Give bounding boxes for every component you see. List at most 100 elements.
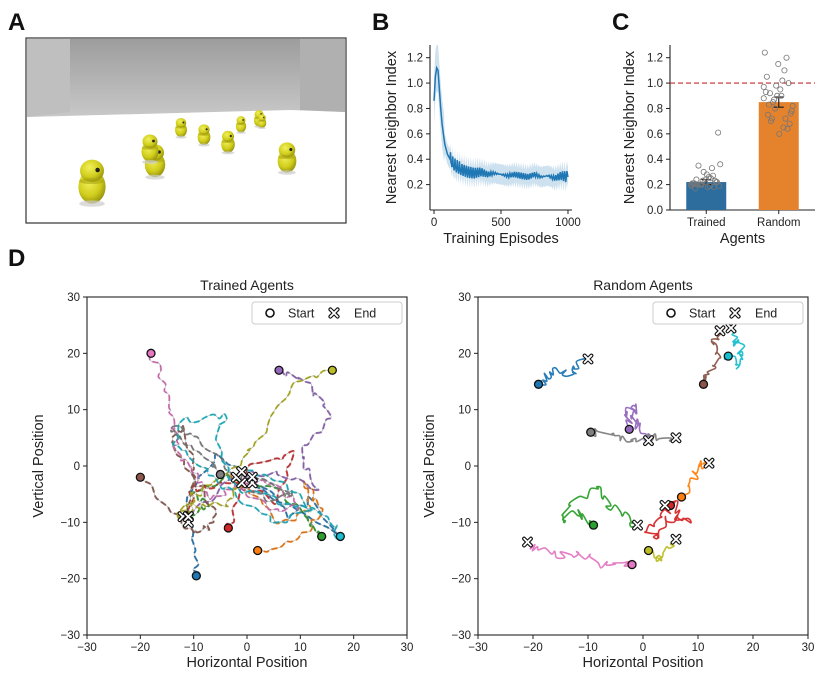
y-tick-label: 0.8 (647, 103, 663, 115)
end-marker-core (671, 534, 681, 544)
data-point (782, 115, 789, 122)
y-tick-label: 0.6 (407, 129, 423, 141)
panel-b-axes: 0 500 1000 0.2 0.4 0.6 0.8 1.0 1.2 (407, 45, 581, 229)
x-tick-label: −30 (77, 642, 97, 654)
trajectory-agent-10 (723, 327, 746, 370)
trajectory-agent-7 (527, 541, 631, 569)
data-point (785, 80, 792, 87)
data-point (701, 179, 708, 186)
data-point (703, 171, 710, 178)
y-tick-label: −30 (451, 630, 471, 642)
start-marker (253, 545, 263, 556)
x-tick-label: 1000 (555, 217, 581, 229)
panel-d-trained-legend: Start End (251, 301, 403, 325)
path-line (527, 541, 631, 569)
start-marker (223, 523, 233, 533)
start-marker (327, 365, 337, 375)
data-point (708, 165, 715, 172)
x-tick-label: Trained (687, 217, 726, 229)
trajectory-agent-2 (677, 460, 710, 500)
panel-b-line (433, 65, 569, 183)
data-point (688, 181, 695, 188)
data-point (772, 105, 779, 112)
x-tick-label: Random (757, 217, 800, 229)
panel-c-points (688, 49, 796, 192)
scene-agent (235, 116, 247, 134)
y-tick-label: 10 (458, 405, 471, 417)
path-trace (172, 413, 338, 540)
panel-d-trained-trajectories (135, 348, 345, 581)
legend-start-marker (265, 308, 275, 318)
x-tick-label: 20 (347, 642, 360, 654)
y-tick-label: 0.2 (647, 180, 663, 192)
end-marker-core (660, 501, 670, 510)
end-marker-core (704, 458, 714, 468)
start-marker (588, 520, 599, 530)
y-tick-label: 0.4 (407, 154, 424, 166)
y-tick-label: −20 (60, 574, 80, 586)
trajectory-agent-9 (648, 538, 677, 563)
path-line (677, 460, 710, 500)
trajectory-agent-10 (171, 412, 338, 540)
data-point (778, 92, 785, 99)
panel-d-random-ylabel: Vertical Position (422, 414, 438, 517)
y-tick-label: 0.8 (407, 103, 423, 115)
scene-agent (197, 124, 211, 147)
path-line (590, 427, 677, 443)
path-trace (137, 425, 217, 533)
start-marker (627, 559, 637, 570)
data-point (771, 96, 778, 103)
axes-frame (86, 296, 408, 636)
panel-c-xlabel: Agents (720, 231, 765, 247)
panel-c-ylabel: Nearest Neighbor Index (622, 50, 638, 204)
data-point (786, 120, 793, 127)
data-point (765, 101, 772, 108)
legend-start-label: Start (689, 307, 716, 321)
panel-b-ylabel: Nearest Neighbor Index (384, 50, 400, 204)
scene-agent (221, 130, 235, 155)
start-marker (317, 531, 327, 542)
x-tick-label: 10 (692, 642, 705, 654)
data-point (712, 177, 719, 184)
panel-c-bars (670, 82, 815, 210)
panel-b-chart: 0 500 1000 0.2 0.4 0.6 0.8 1.0 1.2 Training Epis… (384, 45, 581, 247)
y-tick-label: 20 (67, 348, 80, 360)
start-marker (723, 351, 733, 361)
data-point (717, 161, 724, 168)
panel-d-trained-xlabel: Horizontal Position (187, 655, 308, 671)
legend-box (652, 301, 804, 325)
y-tick-label: 0.6 (647, 129, 663, 141)
series-line-trained (433, 65, 569, 183)
panel-d-random-chart: Random Agents −30 −20 −10 0 10 20 30 −30 −20 −10 0… (422, 277, 814, 671)
x-tick-label: −10 (578, 642, 598, 654)
trajectory-agent-4 (186, 449, 295, 528)
data-point (776, 130, 783, 137)
x-tick-label: 20 (747, 642, 760, 654)
data-point (773, 82, 780, 89)
data-point (775, 61, 782, 68)
data-point (783, 54, 790, 61)
legend-end-marker (729, 307, 741, 319)
data-point (767, 118, 774, 125)
data-point (760, 95, 767, 102)
path-trace (170, 425, 293, 502)
panel-b-label: B (372, 9, 389, 36)
data-point (774, 92, 781, 99)
end-marker-core (184, 512, 193, 521)
panel-d-trained-title: Trained Agents (200, 277, 294, 293)
trajectory-agent-6 (699, 330, 723, 385)
legend-end-label: End (354, 307, 376, 321)
scene-agents (78, 110, 297, 207)
panel-a-label: A (8, 9, 25, 36)
y-tick-label: 30 (67, 292, 80, 304)
path-trace (187, 450, 295, 528)
data-point (706, 182, 713, 189)
trajectory-agent-8 (170, 424, 293, 503)
y-tick-label: 0 (74, 461, 80, 473)
end-marker-core (726, 323, 736, 333)
data-point (760, 83, 767, 90)
end-marker-core (730, 308, 740, 318)
x-tick-label: −10 (184, 642, 204, 654)
y-tick-label: −10 (60, 517, 80, 529)
axes-frame (477, 296, 809, 636)
